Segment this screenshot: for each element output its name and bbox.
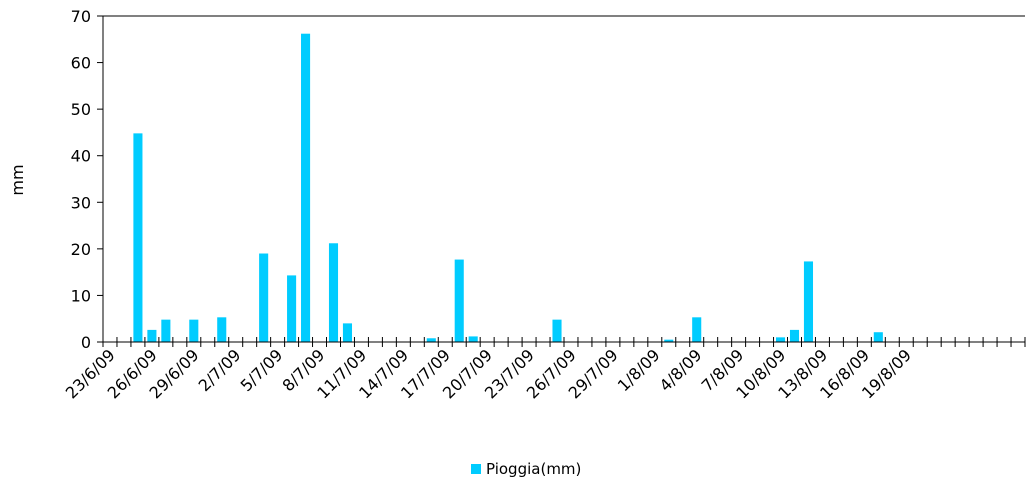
bar-10/8/09 bbox=[775, 337, 786, 342]
bar-1/7/09 bbox=[217, 317, 227, 342]
bar-9/7/09 bbox=[328, 243, 339, 342]
x-axis bbox=[102, 337, 1026, 347]
y-tick-label: 50 bbox=[71, 100, 91, 119]
legend: Pioggia(mm) bbox=[471, 460, 581, 478]
bar-25/7/09 bbox=[552, 319, 562, 342]
bar-29/6/09 bbox=[189, 319, 199, 342]
y-tick-label: 60 bbox=[71, 54, 91, 73]
bars bbox=[133, 33, 883, 342]
bar-4/7/09 bbox=[259, 253, 269, 342]
y-axis-label: mm bbox=[8, 164, 27, 195]
bar-12/8/09 bbox=[803, 261, 814, 342]
x-tick-label: 2/7/09 bbox=[195, 345, 245, 395]
y-tick-label: 70 bbox=[71, 7, 91, 26]
legend-label: Pioggia(mm) bbox=[486, 460, 582, 478]
bar-4/8/09 bbox=[692, 317, 702, 342]
bar-19/7/09 bbox=[468, 336, 478, 342]
legend-swatch bbox=[471, 464, 481, 474]
y-tick-label: 10 bbox=[71, 286, 91, 305]
y-tick-label: 30 bbox=[71, 193, 91, 212]
bar-17/8/09 bbox=[873, 332, 883, 342]
x-tick-label: 5/7/09 bbox=[237, 345, 287, 395]
bar-2/8/09 bbox=[664, 339, 674, 342]
bar-27/6/09 bbox=[161, 319, 171, 342]
bar-10/7/09 bbox=[342, 323, 353, 342]
x-tick-label: 1/8/09 bbox=[614, 345, 664, 395]
x-tick-label: 4/8/09 bbox=[656, 345, 706, 395]
bar-26/6/09 bbox=[147, 329, 157, 342]
y-tick-label: 0 bbox=[81, 333, 91, 352]
y-axis: 0 10 20 30 40 50 60 70 bbox=[71, 7, 1025, 352]
bar-7/7/09 bbox=[301, 33, 311, 342]
bar-16/7/09 bbox=[426, 338, 436, 342]
y-tick-label: 40 bbox=[71, 147, 91, 166]
x-tick-labels: 23/6/0926/6/0929/6/092/7/095/7/098/7/091… bbox=[62, 345, 915, 402]
bar-11/8/09 bbox=[789, 329, 800, 342]
y-tick-label: 20 bbox=[71, 240, 91, 259]
bar-6/7/09 bbox=[287, 275, 297, 342]
bar-25/6/09 bbox=[133, 133, 143, 342]
bar-18/7/09 bbox=[454, 259, 464, 342]
